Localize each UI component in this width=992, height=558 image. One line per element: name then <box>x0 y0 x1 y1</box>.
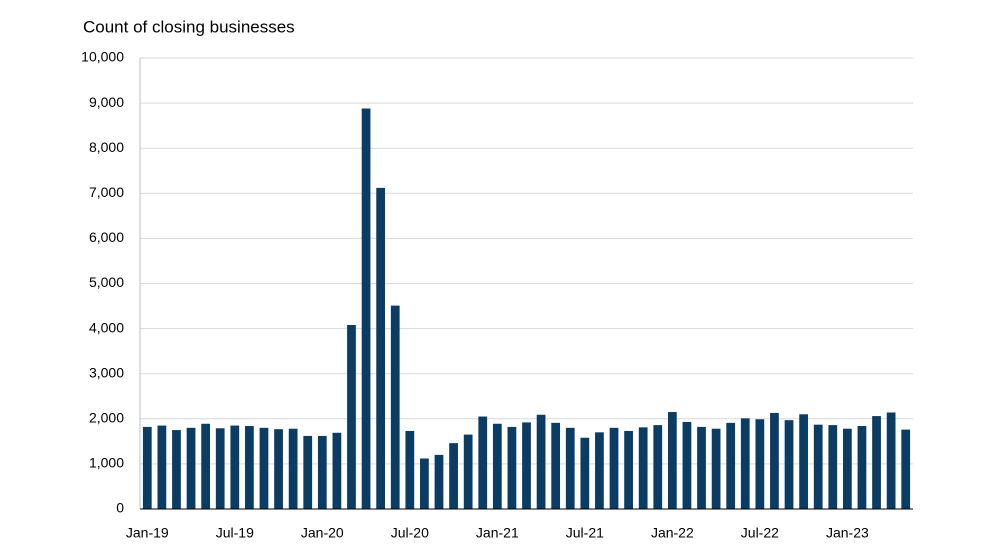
bar <box>682 421 692 509</box>
x-tick-label: Jan-21 <box>476 525 519 541</box>
x-tick-label: Jul-22 <box>741 525 779 541</box>
x-tick-label: Jul-21 <box>566 525 604 541</box>
bar <box>245 426 254 509</box>
bar <box>317 435 327 509</box>
bar <box>799 414 808 509</box>
x-tick-label: Jan-23 <box>826 525 869 541</box>
bar <box>157 425 167 509</box>
bar <box>186 427 196 509</box>
bar <box>565 427 575 509</box>
bar <box>624 430 633 509</box>
x-tick-label: Jan-19 <box>126 525 169 541</box>
bar <box>740 418 750 509</box>
bar <box>463 434 473 509</box>
bar <box>828 425 838 509</box>
bar <box>376 187 386 509</box>
x-tick-label: Jul-20 <box>391 525 429 541</box>
bar <box>638 427 648 509</box>
bar <box>478 416 488 509</box>
bar <box>434 454 444 509</box>
bar <box>551 422 561 509</box>
y-tick-label: 8,000 <box>89 139 124 155</box>
y-tick-label: 6,000 <box>89 229 124 245</box>
y-tick-label: 1,000 <box>89 455 124 471</box>
bar <box>172 430 181 509</box>
bar <box>274 429 283 509</box>
bar <box>886 412 896 509</box>
bar <box>901 429 911 509</box>
bar <box>857 426 867 509</box>
bar <box>230 425 240 509</box>
bar <box>711 428 721 509</box>
bar <box>347 324 356 509</box>
y-tick-label: 9,000 <box>89 94 124 110</box>
bar <box>536 414 546 509</box>
y-tick-label: 7,000 <box>89 184 124 200</box>
bar <box>755 419 765 509</box>
chart-title: Count of closing businesses <box>83 17 295 36</box>
y-tick-label: 0 <box>116 500 124 516</box>
y-tick-label: 3,000 <box>89 364 124 380</box>
bar <box>492 423 502 509</box>
bar <box>784 420 794 509</box>
bar <box>580 437 590 509</box>
bar <box>405 430 415 509</box>
x-tick-label: Jan-20 <box>301 525 344 541</box>
bar <box>507 426 517 509</box>
bar <box>420 458 429 509</box>
bar <box>390 305 400 509</box>
y-tick-label: 5,000 <box>89 274 124 290</box>
bar <box>142 426 152 509</box>
bar <box>303 435 313 509</box>
y-tick-label: 4,000 <box>89 319 124 335</box>
bar <box>522 422 531 509</box>
bar <box>288 428 298 509</box>
y-tick-label: 10,000 <box>81 49 124 65</box>
y-tick-label: 2,000 <box>89 410 124 426</box>
bar <box>215 428 225 509</box>
x-tick-label: Jan-22 <box>651 525 694 541</box>
bar <box>595 432 604 509</box>
bar <box>813 424 823 509</box>
bar <box>653 425 663 509</box>
bar <box>201 423 211 509</box>
bar <box>872 416 881 509</box>
bar <box>449 443 458 509</box>
bar <box>361 108 371 510</box>
x-tick-label: Jul-19 <box>216 525 254 541</box>
bar <box>726 422 736 509</box>
bar <box>770 412 779 509</box>
bar <box>259 427 269 509</box>
bar <box>842 428 852 509</box>
bar <box>609 427 619 509</box>
bar <box>332 432 342 509</box>
bar <box>697 426 706 509</box>
bar <box>667 412 677 509</box>
